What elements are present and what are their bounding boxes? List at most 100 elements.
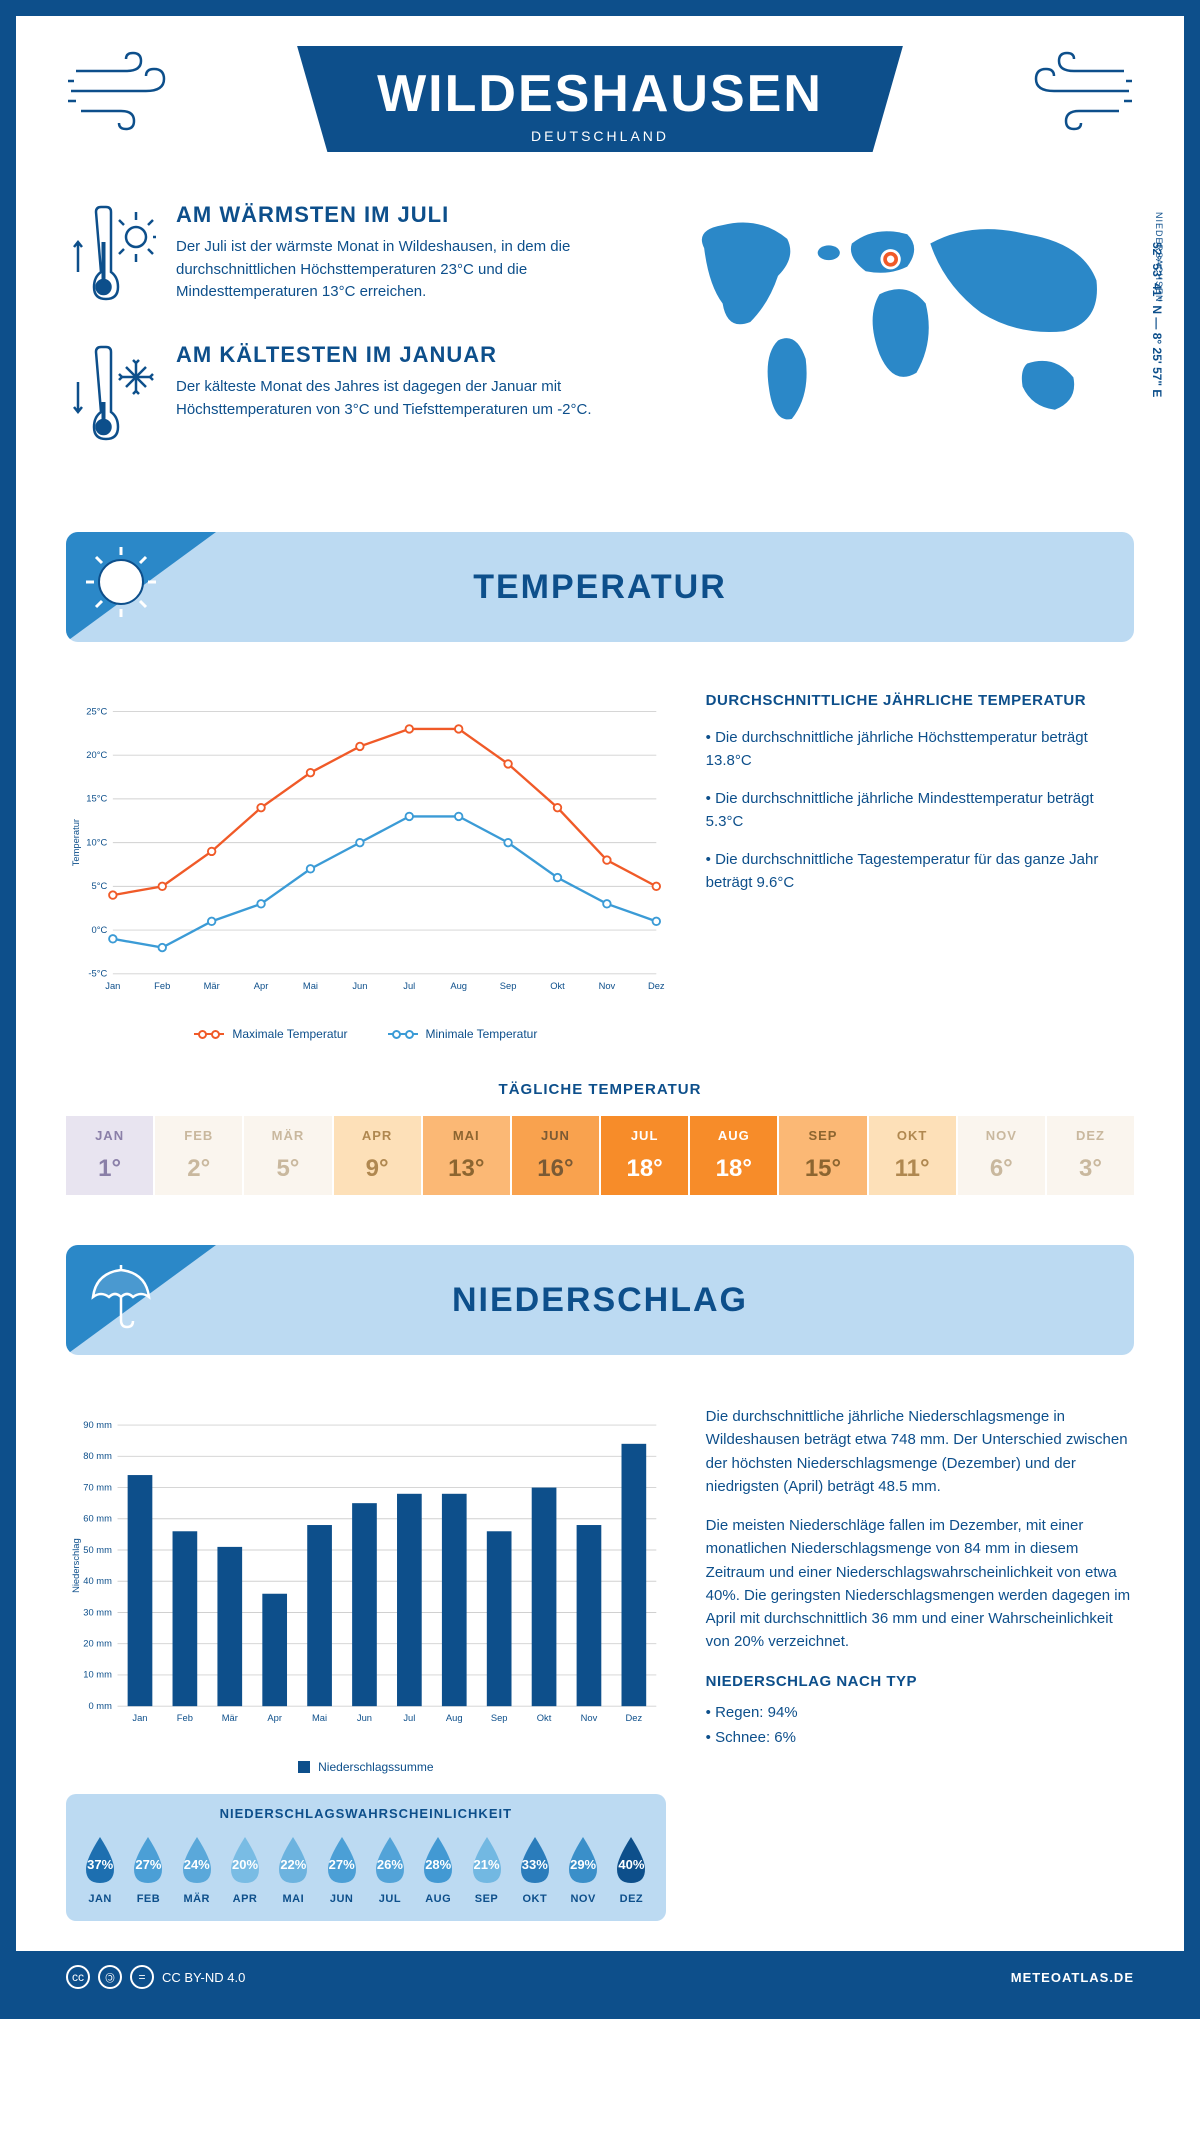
svg-text:Niederschlag: Niederschlag [71,1538,81,1593]
svg-text:0 mm: 0 mm [89,1701,113,1711]
warmest-text: Der Juli ist der wärmste Monat in Wildes… [176,236,604,304]
header: WILDESHAUSEN DEUTSCHLAND [16,16,1184,162]
svg-text:Temperatur: Temperatur [71,819,81,866]
temp-fact-item: • Die durchschnittliche jährliche Mindes… [706,788,1134,833]
svg-text:Jul: Jul [403,981,415,991]
svg-text:Feb: Feb [154,981,170,991]
coldest-title: AM KÄLTESTEN IM JANUAR [176,342,604,368]
svg-text:60 mm: 60 mm [83,1514,112,1524]
precipitation-banner: NIEDERSCHLAG [66,1245,1134,1355]
temperature-banner: TEMPERATUR [66,532,1134,642]
svg-text:10 mm: 10 mm [83,1670,112,1680]
drop-item: 21%SEP [465,1833,509,1905]
temp-cell: DEZ3° [1047,1116,1134,1195]
svg-text:Nov: Nov [581,1713,598,1723]
precip-text: Die durchschnittliche jährliche Niedersc… [706,1405,1134,1921]
svg-text:20 mm: 20 mm [83,1639,112,1649]
probability-box: NIEDERSCHLAGSWAHRSCHEINLICHKEIT 37%JAN27… [66,1794,666,1921]
svg-text:Okt: Okt [550,981,565,991]
intro-section: AM WÄRMSTEN IM JULI Der Juli ist der wär… [16,162,1184,512]
svg-text:Apr: Apr [267,1713,282,1723]
svg-text:Apr: Apr [254,981,269,991]
svg-text:Okt: Okt [537,1713,552,1723]
svg-text:40 mm: 40 mm [83,1576,112,1586]
svg-text:10°C: 10°C [86,837,107,847]
precip-text-1: Die durchschnittliche jährliche Niedersc… [706,1405,1134,1498]
warmest-fact: AM WÄRMSTEN IM JULI Der Juli ist der wär… [66,202,604,312]
drop-item: 29%NOV [561,1833,605,1905]
temp-cell: JUL18° [601,1116,690,1195]
temperature-line-chart: -5°C 0°C 5°C 10°C 15°C 20°C 25°C Jan Feb Mär Apr Ma… [66,692,666,1012]
drop-item: 24%MÄR [175,1833,219,1905]
probability-drops: 37%JAN27%FEB24%MÄR20%APR22%MAI27%JUN26%J… [76,1833,656,1905]
svg-text:Dez: Dez [626,1713,643,1723]
temp-chart-legend: .legend-line[style*='f05a28']::before,.l… [66,1027,666,1041]
drop-item: 37%JAN [78,1833,122,1905]
nd-icon: = [130,1965,154,1989]
precip-by-type-title: NIEDERSCHLAG NACH TYP [706,1670,1134,1693]
warmest-title: AM WÄRMSTEN IM JULI [176,202,604,228]
temp-cell: FEB2° [155,1116,244,1195]
precipitation-bar-chart: 0 mm 10 mm 20 mm 30 mm 40 mm 50 mm 60 mm 70 mm 8… [66,1405,666,1745]
license: cc 🄯 = CC BY-ND 4.0 [66,1965,245,1989]
temp-cell: MÄR5° [244,1116,333,1195]
precipitation-section: 0 mm 10 mm 20 mm 30 mm 40 mm 50 mm 60 mm 70 mm 8… [16,1375,1184,1951]
svg-text:-5°C: -5°C [88,969,107,979]
daily-temp-table: JAN1°FEB2°MÄR5°APR9°MAI13°JUN16°JUL18°AU… [66,1116,1134,1195]
cc-icon: cc [66,1965,90,1989]
temp-cell: SEP15° [779,1116,868,1195]
temp-cell: AUG18° [690,1116,779,1195]
probability-title: NIEDERSCHLAGSWAHRSCHEINLICHKEIT [76,1806,656,1821]
svg-text:Nov: Nov [599,981,616,991]
precip-text-2: Die meisten Niederschläge fallen im Deze… [706,1514,1134,1654]
sun-icon [81,542,161,622]
svg-text:Dez: Dez [648,981,665,991]
temp-cell: NOV6° [958,1116,1047,1195]
svg-text:Mai: Mai [303,981,318,991]
temp-facts-title: DURCHSCHNITTLICHE JÄHRLICHE TEMPERATUR [706,692,1134,709]
legend-min-label: Minimale Temperatur [426,1027,538,1041]
precip-left: 0 mm 10 mm 20 mm 30 mm 40 mm 50 mm 60 mm 70 mm 8… [66,1405,666,1921]
svg-text:Aug: Aug [446,1713,463,1723]
svg-text:20°C: 20°C [86,750,107,760]
temp-facts: DURCHSCHNITTLICHE JÄHRLICHE TEMPERATUR •… [706,692,1134,1041]
wind-icon-right [1014,51,1134,131]
temp-cell: JAN1° [66,1116,155,1195]
svg-text:Jan: Jan [132,1713,147,1723]
drop-item: 22%MAI [271,1833,315,1905]
drop-item: 28%AUG [416,1833,460,1905]
svg-text:Sep: Sep [491,1713,508,1723]
drop-item: 27%FEB [126,1833,170,1905]
site-name: METEOATLAS.DE [1011,1970,1134,1985]
svg-text:25°C: 25°C [86,706,107,716]
svg-text:Feb: Feb [177,1713,193,1723]
svg-text:Aug: Aug [450,981,467,991]
svg-text:Mär: Mär [204,981,220,991]
temp-fact-item: • Die durchschnittliche jährliche Höchst… [706,727,1134,772]
svg-text:30 mm: 30 mm [83,1607,112,1617]
umbrella-icon [81,1255,161,1335]
svg-text:15°C: 15°C [86,794,107,804]
temp-cell: OKT11° [869,1116,958,1195]
svg-text:Jan: Jan [105,981,120,991]
temp-chart-container: -5°C 0°C 5°C 10°C 15°C 20°C 25°C Jan Feb Mär Apr Ma… [66,692,666,1041]
svg-text:5°C: 5°C [92,881,108,891]
svg-text:Sep: Sep [500,981,517,991]
by-icon: 🄯 [98,1965,122,1989]
legend-max-label: Maximale Temperatur [232,1027,347,1041]
country-subtitle: DEUTSCHLAND [377,128,823,144]
temperature-title: TEMPERATUR [473,568,727,607]
drop-item: 33%OKT [513,1833,557,1905]
wind-icon-left [66,51,186,131]
svg-text:80 mm: 80 mm [83,1451,112,1461]
precip-type-item: • Schnee: 6% [706,1726,1134,1749]
svg-text:Jun: Jun [352,981,367,991]
svg-text:Jun: Jun [357,1713,372,1723]
svg-text:70 mm: 70 mm [83,1482,112,1492]
infographic-container: WILDESHAUSEN DEUTSCHLAND [0,0,1200,2019]
title-banner: WILDESHAUSEN DEUTSCHLAND [297,46,903,152]
svg-text:0°C: 0°C [92,925,108,935]
svg-text:50 mm: 50 mm [83,1545,112,1555]
coldest-fact: AM KÄLTESTEN IM JANUAR Der kälteste Mona… [66,342,604,452]
drop-item: 26%JUL [368,1833,412,1905]
